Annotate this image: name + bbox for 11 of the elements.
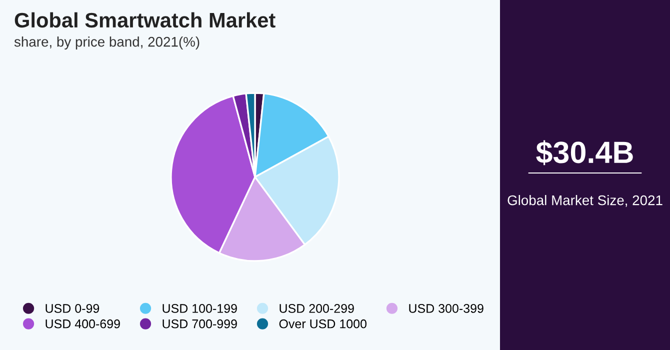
legend-label: USD 700-999: [162, 319, 237, 328]
text: $30.4B: [536, 140, 633, 166]
legend-label: USD 400-699: [46, 319, 120, 328]
text: Global Market Size, 2021: [508, 195, 662, 207]
legend-label: Over USD 1000: [279, 319, 366, 328]
legend-label: USD 300-399: [409, 304, 484, 313]
chart-title: Global Smartwatch Market: [14, 12, 276, 28]
legend-label: USD 100-199: [162, 304, 237, 313]
legend-label: USD 200-299: [280, 304, 354, 313]
legend-label: USD 0-99: [46, 304, 100, 313]
chart-subtitle: share, by price band, 2021(%): [14, 36, 200, 50]
